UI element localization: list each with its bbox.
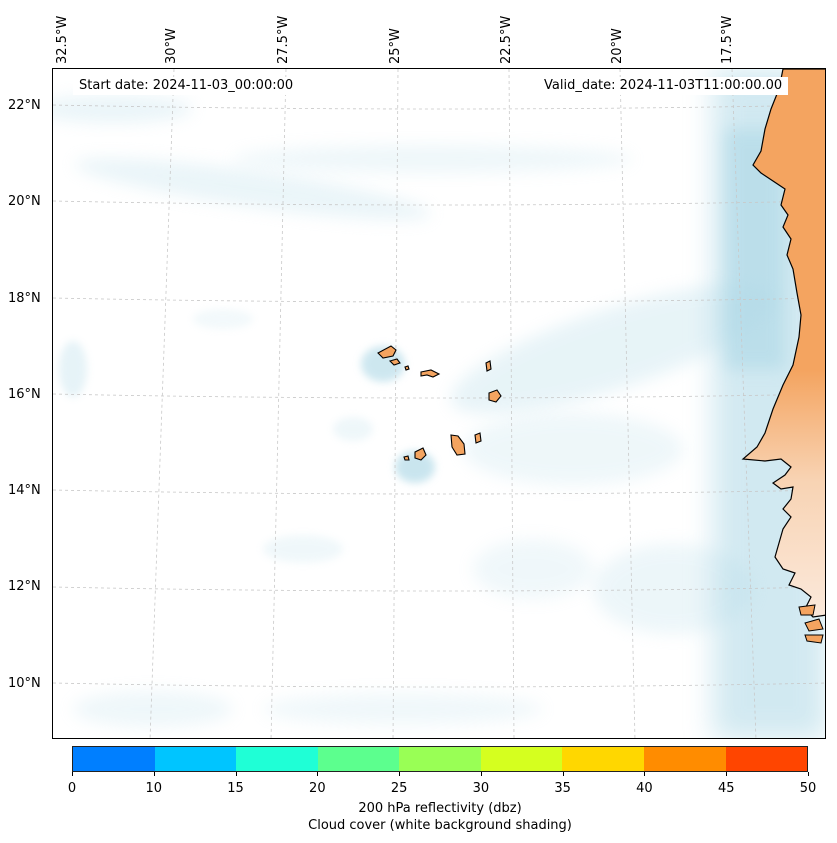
gridline-lat-10n: [53, 682, 825, 688]
colorbar-tick-label: 0: [67, 781, 77, 796]
lon-label-25w: 25°W: [388, 28, 403, 64]
cloud-patch-southeast: [593, 544, 753, 634]
reflectivity-colorbar: [72, 746, 808, 772]
colorbar-tick-mark: [644, 772, 646, 776]
colorbar-tick-mark: [153, 772, 155, 776]
cloud-streak-north2: [233, 145, 633, 173]
lat-label-10n: 10°N: [8, 676, 41, 691]
lat-label-14n: 14°N: [8, 483, 41, 498]
colorbar-segment-4: [399, 747, 481, 771]
island-fogo: [414, 447, 427, 461]
colorbar-tick-mark: [72, 772, 73, 776]
colorbar-tick-label: 15: [227, 781, 244, 796]
cloud-streak-northwest: [53, 95, 193, 123]
colorbar-segment-6: [562, 747, 644, 771]
colorbar-segment-1: [154, 747, 237, 771]
island-boa-vista: [488, 389, 502, 403]
cloud-patch-south-mid: [263, 693, 543, 725]
colorbar-subtitle: Cloud cover (white background shading): [308, 818, 572, 833]
cloud-patch-south: [473, 539, 593, 599]
island-sao-nicolau: [420, 369, 441, 378]
gridline-lon-30w: [149, 69, 175, 738]
gridline-lat-18n: [53, 297, 825, 303]
colorbar-segment-8: [725, 747, 808, 771]
colorbar-segment-7: [643, 747, 726, 771]
cloud-patch-small1: [263, 535, 343, 563]
map-panel[interactable]: [52, 68, 826, 739]
gridline-lat-12n: [53, 586, 825, 592]
gridline-lon-25w: [392, 69, 399, 738]
colorbar-tick-label: 45: [717, 781, 735, 796]
gridline-lat-20n: [53, 200, 825, 206]
lon-label-30w: 30°W: [164, 28, 179, 64]
lat-label-20n: 20°N: [8, 194, 41, 209]
cloud-patch-small3: [193, 309, 253, 329]
colorbar-tick-mark: [808, 772, 809, 776]
island-santiago: [450, 434, 466, 456]
lon-label-32-5w: 32.5°W: [55, 15, 70, 64]
colorbar-tick-mark: [235, 772, 237, 776]
colorbar-tick-label: 10: [145, 781, 163, 796]
island-sal: [485, 360, 492, 372]
gridline-lat-16n: [53, 393, 825, 399]
gridline-lat-14n: [53, 489, 825, 495]
colorbar-tick-mark: [726, 772, 728, 776]
island-santo-antao: [377, 345, 397, 359]
colorbar-tick-label: 35: [554, 781, 571, 796]
start-date-label: Start date: 2024-11-03_00:00:00: [73, 77, 300, 95]
colorbar-segment-3: [317, 747, 400, 771]
valid-date-label: Valid_date: 2024-11-03T11:00:00.00: [538, 77, 789, 95]
colorbar-tick-mark: [317, 772, 319, 776]
colorbar-tick-label: 25: [390, 781, 408, 796]
cloud-cover-layer: [53, 69, 825, 738]
colorbar-tick-label: 20: [309, 781, 326, 796]
map-canvas: [53, 69, 825, 738]
lon-label-20w: 20°W: [610, 28, 625, 64]
africa-mainland: [741, 69, 825, 618]
colorbar-segment-2: [236, 747, 318, 771]
lat-label-22n: 22°N: [8, 98, 41, 113]
lat-label-16n: 16°N: [8, 387, 41, 402]
cloud-band-center: [450, 284, 776, 414]
colorbar-tick-label: 40: [636, 781, 653, 796]
cape-verde-islands: [377, 345, 502, 461]
lat-label-18n: 18°N: [8, 291, 41, 306]
gridline-lon-20w: [619, 69, 636, 738]
gridline-lon-22-5w: [508, 69, 515, 738]
cloud-band-mid: [463, 413, 683, 485]
island-santa-luzia: [404, 365, 410, 371]
colorbar-segment-5: [480, 747, 563, 771]
gridline-lon-27-5w: [270, 69, 287, 738]
colorbar-segment-0: [73, 747, 155, 771]
island-brava: [403, 455, 410, 461]
lat-label-12n: 12°N: [8, 579, 41, 594]
lon-label-17-5w: 17.5°W: [720, 15, 735, 64]
colorbar-tick-label: 30: [472, 781, 490, 796]
lon-label-22-5w: 22.5°W: [499, 15, 514, 64]
africa-coast-islands: [798, 604, 824, 644]
colorbar-tick-label: 50: [799, 781, 817, 796]
island-sao-vicente: [388, 358, 401, 366]
cloud-patch-west: [59, 341, 87, 397]
colorbar-tick-mark: [399, 772, 401, 776]
colorbar-title: 200 hPa reflectivity (dbz): [358, 801, 522, 816]
gridline-lon-17-5w: [731, 69, 757, 738]
island-maio: [474, 432, 482, 444]
lon-label-27-5w: 27.5°W: [276, 15, 291, 64]
cloud-patch-small2: [333, 417, 373, 441]
colorbar-tick-mark: [562, 772, 564, 776]
colorbar-tick-mark: [480, 772, 482, 776]
cloud-patch-southwest: [73, 691, 233, 727]
gridlines: [53, 69, 825, 738]
gridline-lat-22n: [53, 104, 825, 110]
